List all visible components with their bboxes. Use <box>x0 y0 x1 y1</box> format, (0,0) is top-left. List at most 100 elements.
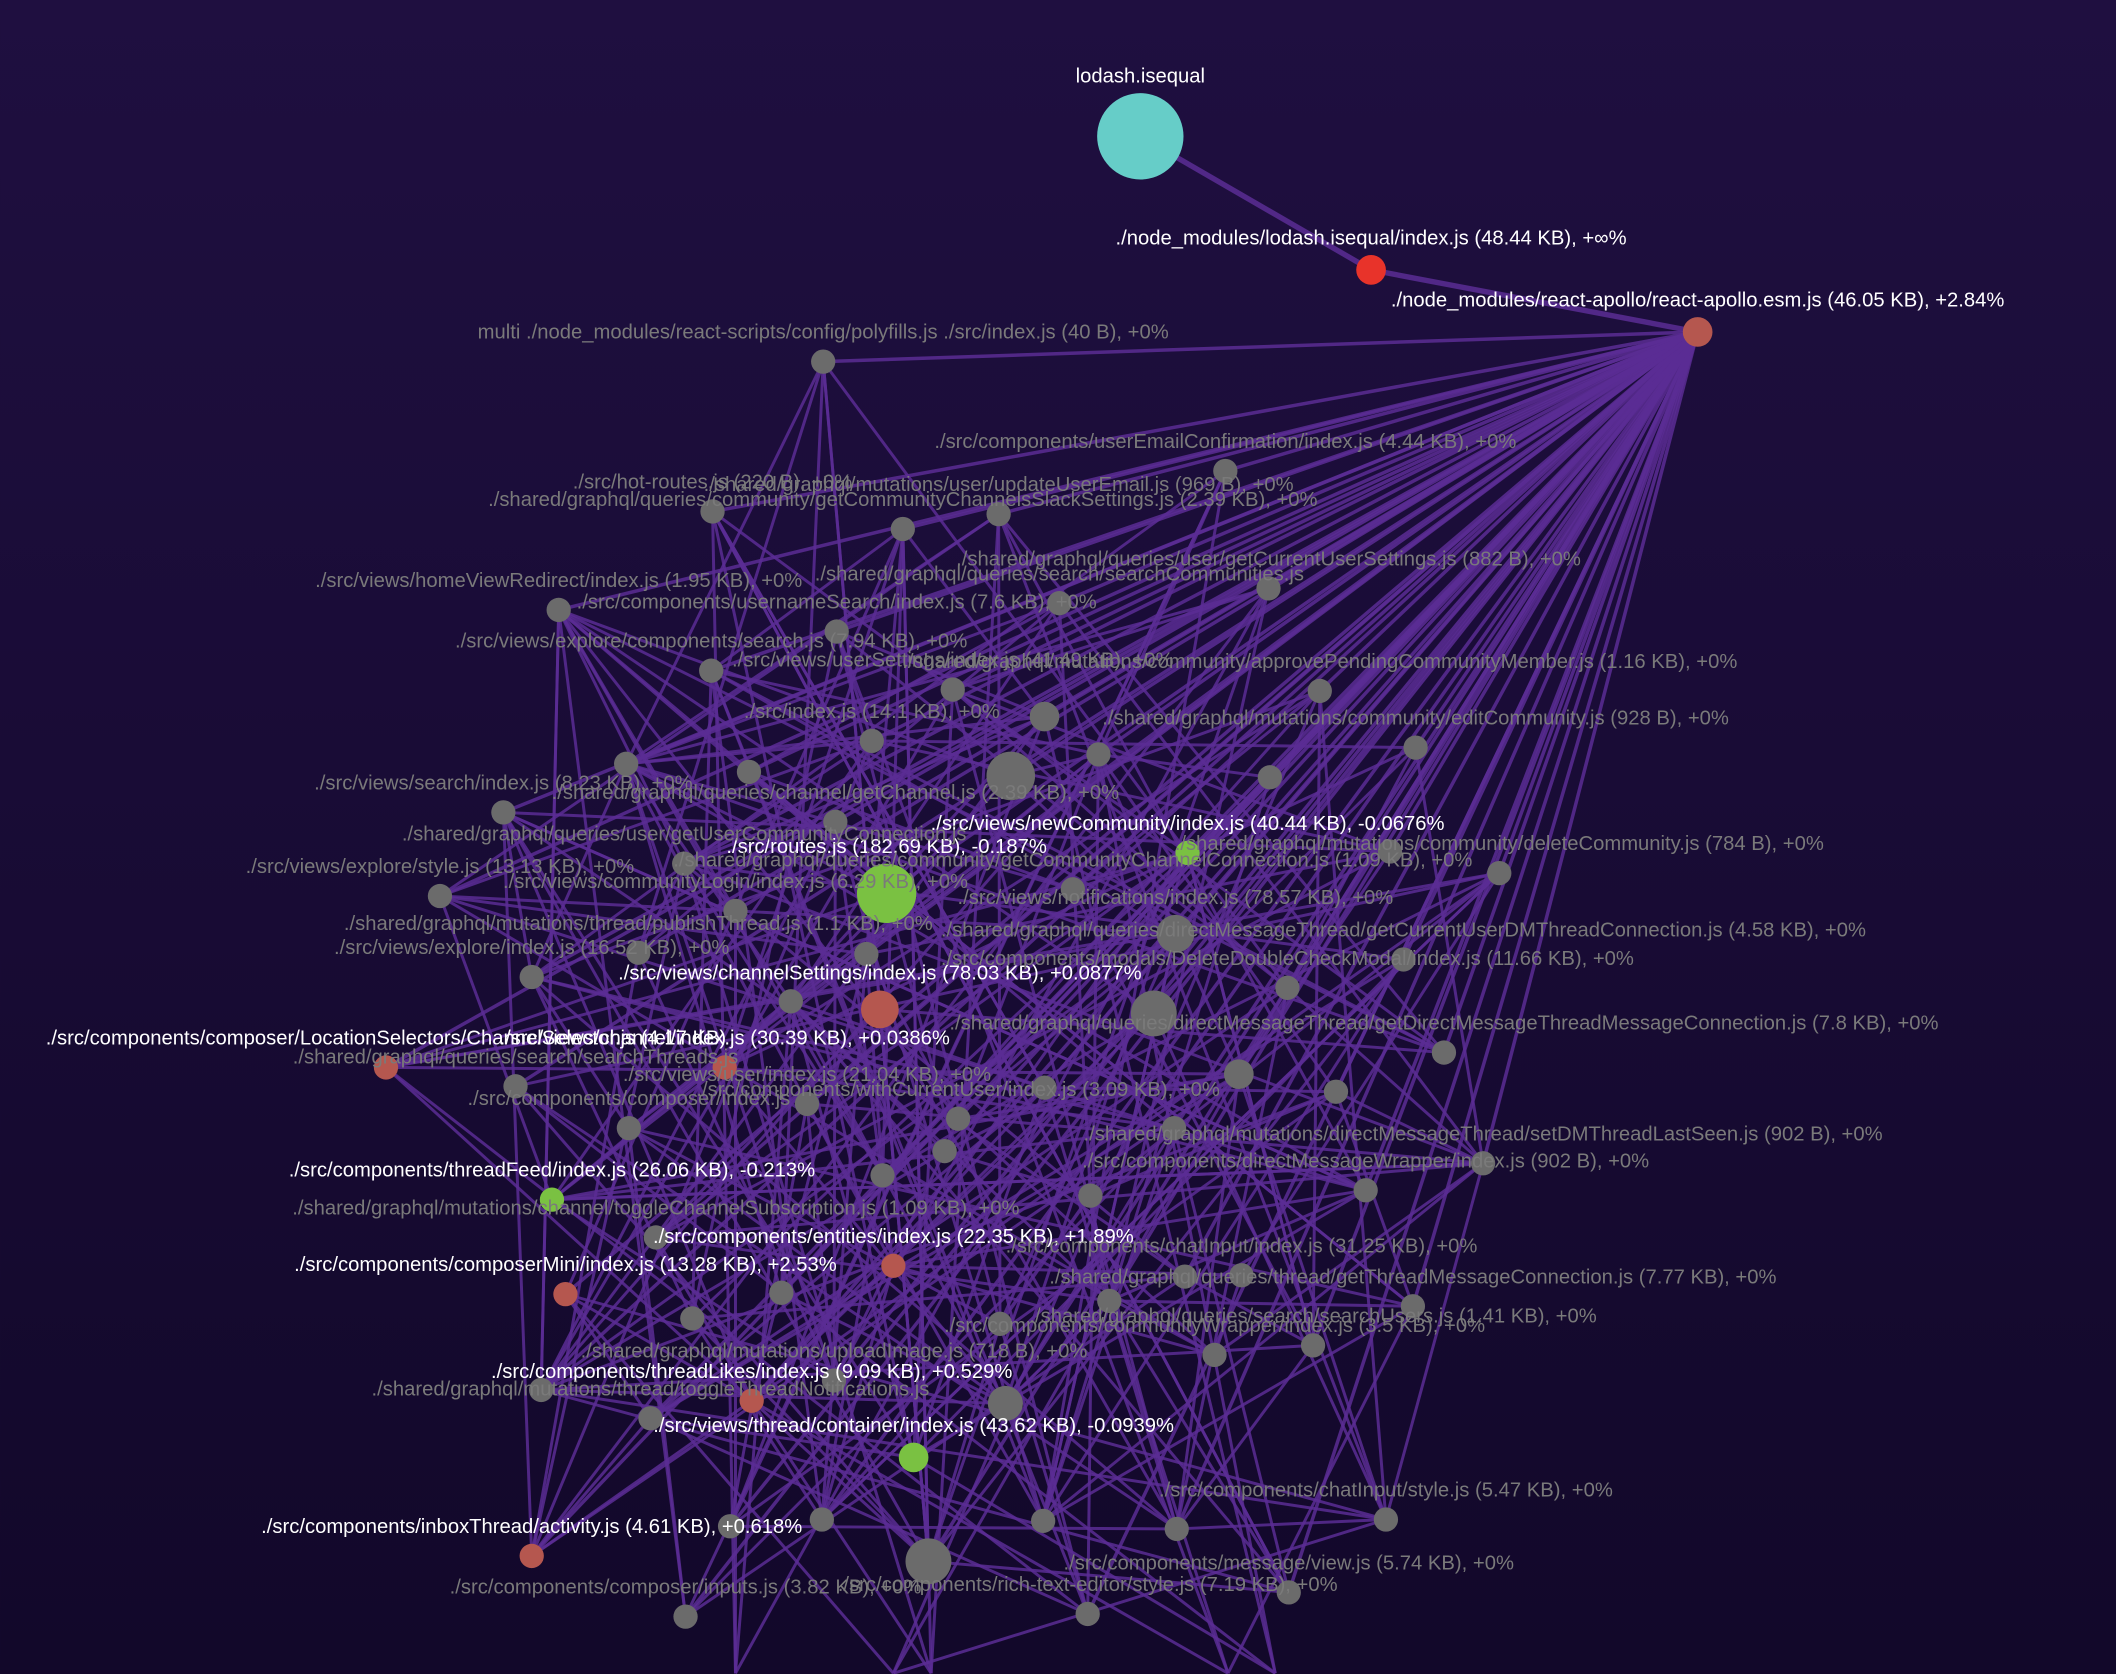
edge <box>1041 1127 1176 1522</box>
edge <box>943 330 1699 1153</box>
node <box>986 751 1036 801</box>
edge <box>649 1086 1046 1420</box>
edge <box>901 528 1046 718</box>
edge <box>728 1103 809 1527</box>
edge <box>1172 1127 1291 1593</box>
edges <box>384 133 1700 1674</box>
edge <box>1097 330 1699 756</box>
edge <box>1058 330 1699 605</box>
edge <box>957 1117 1216 1356</box>
edge <box>530 469 1227 979</box>
node-label: ./src/views/explore/index.js (16.52 KB),… <box>334 937 729 959</box>
edge <box>951 689 1179 1530</box>
edge <box>439 894 867 956</box>
edge <box>551 952 868 1201</box>
node-label: ./src/views/thread/container/index.js (4… <box>653 1415 1174 1437</box>
node <box>870 1163 895 1188</box>
edge <box>1042 1162 1485 1522</box>
edge <box>625 601 1060 766</box>
node <box>778 989 803 1014</box>
node-label: ./shared/graphql/mutations/thread/toggle… <box>372 1378 930 1400</box>
edge <box>864 953 885 1176</box>
edge <box>1043 932 1177 1089</box>
edge <box>1108 1300 1291 1594</box>
edge <box>750 1399 933 1674</box>
node <box>553 1281 578 1307</box>
edge <box>1138 133 1373 273</box>
node <box>1097 93 1184 180</box>
node <box>986 501 1011 527</box>
node <box>809 1507 834 1532</box>
edge <box>1043 330 1699 719</box>
node-label: ./shared/graphql/queries/community/getCo… <box>488 489 1317 511</box>
edge <box>624 763 783 1294</box>
edge <box>539 609 561 1390</box>
edge <box>530 976 694 1320</box>
edge <box>871 739 1391 853</box>
node <box>503 1074 528 1099</box>
edge <box>501 812 534 978</box>
node-label: ./src/components/message/view.js (5.74 K… <box>1064 1552 1514 1574</box>
edge <box>1176 1518 1386 1531</box>
node <box>1031 1508 1056 1533</box>
edge <box>723 689 1321 1069</box>
node <box>373 1055 399 1080</box>
node <box>1373 1507 1399 1532</box>
edge <box>564 1292 1229 1674</box>
edge <box>540 1149 946 1392</box>
node-label: ./node_modules/lodash.isequal/index.js (… <box>1116 227 1627 249</box>
edge <box>734 852 1189 1674</box>
edge <box>711 511 737 1674</box>
edge <box>1004 1299 1111 1405</box>
node <box>1078 1183 1103 1208</box>
node <box>823 809 848 834</box>
node <box>1323 1079 1349 1104</box>
node-label: ./src/components/threadFeed/index.js (26… <box>289 1160 815 1182</box>
edge <box>1237 850 1392 1076</box>
node <box>1172 1264 1197 1289</box>
edge <box>1107 1300 1230 1674</box>
edge <box>997 514 1002 1324</box>
edge <box>540 753 1100 1391</box>
node <box>616 1116 642 1141</box>
node-label: ./src/views/explore/components/search.js… <box>455 631 967 653</box>
edge <box>626 715 1045 766</box>
edge <box>789 1000 916 1458</box>
node-label: ./src/components/withCurrentUser/index.j… <box>696 1079 1220 1101</box>
edge <box>628 1126 1001 1326</box>
edge <box>625 762 888 895</box>
edge <box>820 1322 1002 1521</box>
node <box>643 1225 669 1250</box>
node-label: ./shared/graphql/queries/search/searchTh… <box>293 1046 738 1068</box>
node <box>1223 1059 1254 1090</box>
node <box>1060 877 1085 902</box>
edge <box>1388 331 1700 853</box>
edge <box>1044 1086 1337 1094</box>
node <box>1229 1263 1254 1288</box>
edge <box>832 330 1699 1382</box>
edge <box>385 1065 1239 1076</box>
edge <box>530 863 686 1557</box>
node <box>824 619 849 644</box>
labels: lodash.isequal ./node_modules/lodash.iseq… <box>46 65 2005 1598</box>
edge <box>541 1343 1314 1392</box>
edge <box>836 630 1046 718</box>
node <box>898 1442 929 1473</box>
node <box>881 1253 906 1278</box>
node-label: ./src/components/composer/LocationSelect… <box>46 1027 726 1049</box>
node <box>945 1106 971 1131</box>
edge <box>901 528 933 1674</box>
node <box>638 1406 663 1431</box>
node <box>519 964 544 990</box>
node-label: ./src/views/newCommunity/index.js (40.44… <box>931 813 1445 835</box>
edge <box>711 511 916 1458</box>
edge <box>439 894 736 913</box>
edge <box>1370 267 1699 335</box>
edge <box>539 953 868 1391</box>
edge <box>822 360 1289 989</box>
node-label: ./shared/graphql/mutations/community/app… <box>902 651 1737 673</box>
node-label: ./src/views/explore/style.js (13.13 KB),… <box>246 856 635 878</box>
node <box>1075 1601 1100 1627</box>
edge <box>1041 470 1227 1522</box>
